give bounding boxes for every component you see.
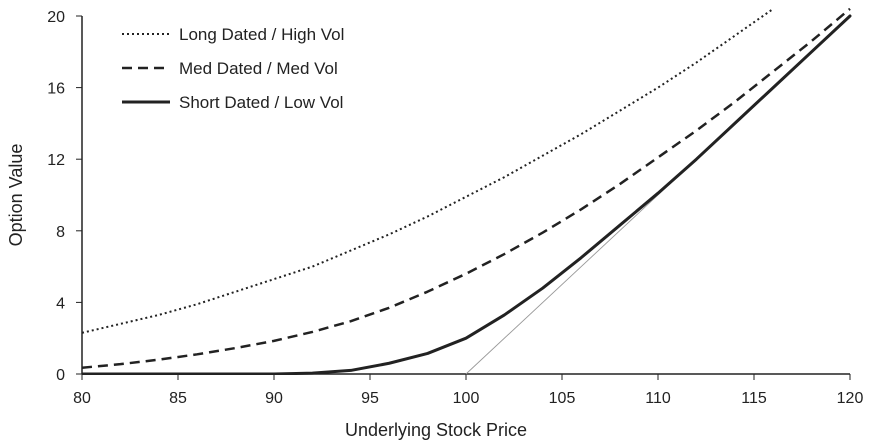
x-tick-label: 100: [453, 390, 480, 407]
x-tick-label: 85: [169, 390, 187, 407]
y-ticks: 0 4 8 12 16 20: [47, 9, 82, 384]
x-tick-label: 110: [645, 390, 671, 407]
x-tick-label: 120: [837, 390, 864, 407]
y-tick-label: 4: [56, 295, 65, 312]
legend-label: Short Dated / Low Vol: [179, 93, 343, 112]
series-line-solid: [82, 14, 852, 375]
legend-label: Med Dated / Med Vol: [179, 59, 338, 78]
x-tick-label: 80: [73, 390, 91, 407]
series-line-dashed: [82, 7, 851, 369]
y-tick-label: 16: [47, 81, 65, 98]
series-line-dotted: [82, 8, 774, 334]
legend-label: Long Dated / High Vol: [179, 25, 344, 44]
x-tick-label: 105: [549, 390, 576, 407]
x-axis-title: Underlying Stock Price: [345, 420, 527, 440]
series-layer: [82, 7, 852, 375]
y-tick-label: 8: [56, 224, 65, 241]
y-tick-label: 0: [56, 367, 65, 384]
x-tick-label: 95: [361, 390, 379, 407]
x-tick-label: 115: [741, 390, 767, 407]
y-tick-label: 12: [47, 152, 65, 169]
x-tick-label: 90: [265, 390, 283, 407]
legend: Long Dated / High Vol Med Dated / Med Vol…: [122, 25, 344, 112]
x-ticks: 80 85 90 95 100 105 110 115 120: [73, 374, 863, 407]
y-tick-label: 20: [47, 9, 65, 26]
y-axis-title: Option Value: [6, 144, 26, 247]
